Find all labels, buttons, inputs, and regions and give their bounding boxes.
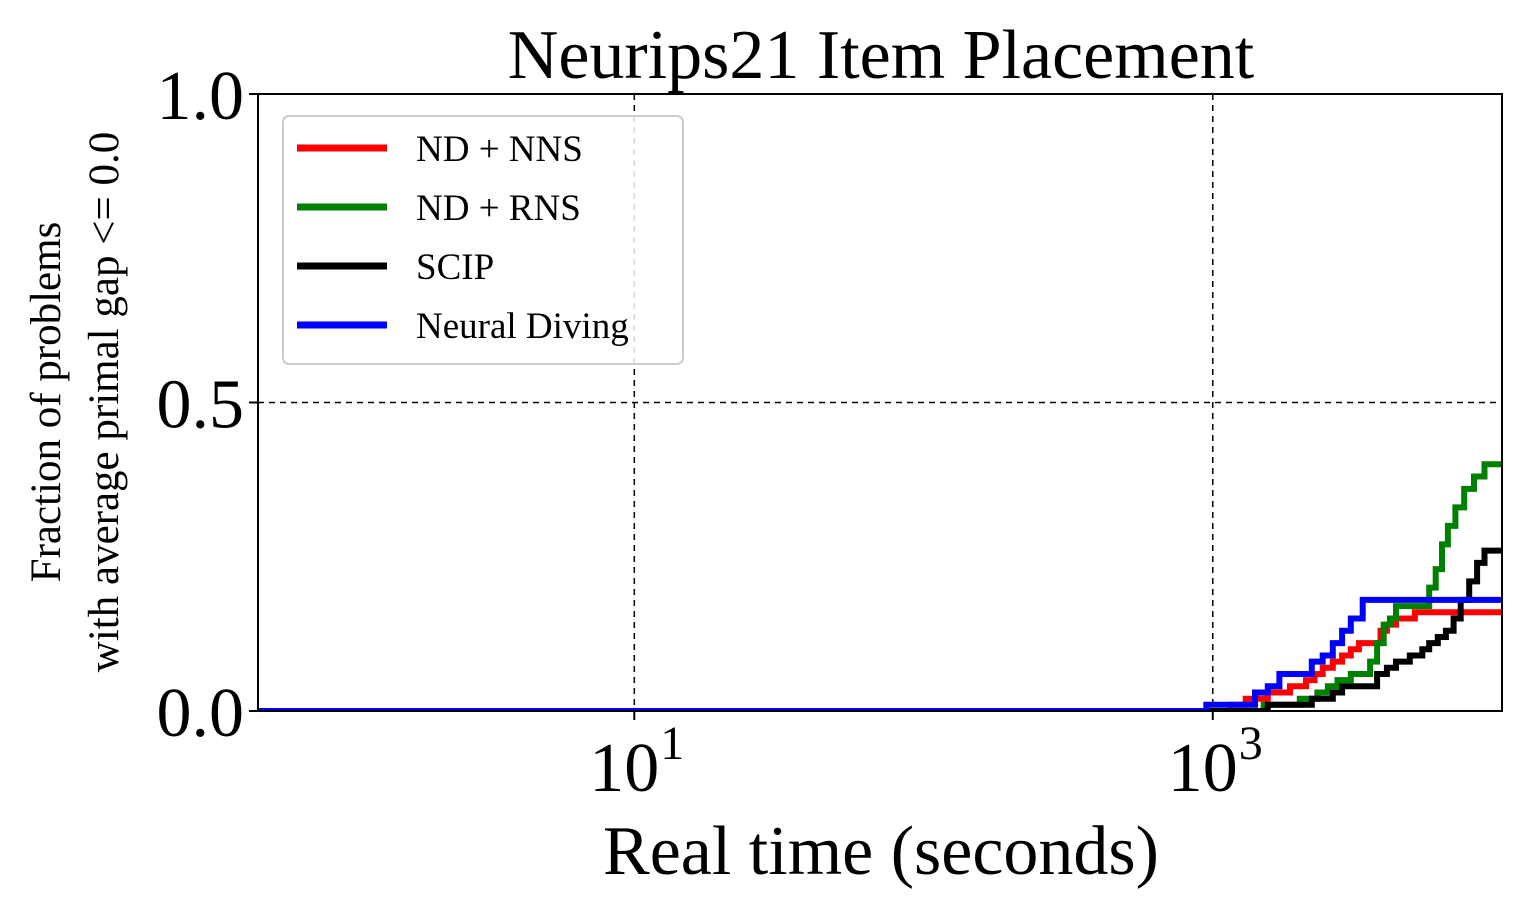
y-axis-label-line2: with average primal gap <= 0.0	[81, 132, 128, 672]
x-tick-label-1: 10	[1168, 730, 1238, 807]
legend-label-nd-nns: ND + NNS	[416, 129, 583, 170]
x-ticks: 10 1 10 3	[589, 711, 1263, 807]
chart-title: Neurips21 Item Placement	[508, 17, 1255, 94]
legend: ND + NNS ND + RNS SCIP Neural Diving	[282, 115, 684, 365]
x-tick-label-0: 10	[589, 730, 659, 807]
series-line-scip	[258, 547, 1502, 711]
y-ticks: 0.0 0.5 1.0	[157, 58, 258, 752]
y-axis-label-line1: Fraction of problems	[23, 222, 70, 583]
x-tick-exponent-0: 1	[660, 717, 684, 770]
legend-label-neural-diving: Neural Diving	[416, 306, 629, 347]
x-tick-exponent-1: 3	[1239, 717, 1263, 770]
series-lines	[258, 461, 1502, 711]
legend-frame	[282, 115, 684, 365]
x-axis-label: Real time (seconds)	[603, 813, 1159, 890]
series-line-neural-diving	[258, 596, 1502, 711]
legend-label-nd-rns: ND + RNS	[416, 188, 581, 229]
y-tick-label-1: 0.5	[157, 367, 245, 444]
y-tick-label-0: 0.0	[157, 675, 245, 752]
y-tick-label-2: 1.0	[157, 58, 245, 135]
legend-label-scip: SCIP	[416, 247, 494, 288]
